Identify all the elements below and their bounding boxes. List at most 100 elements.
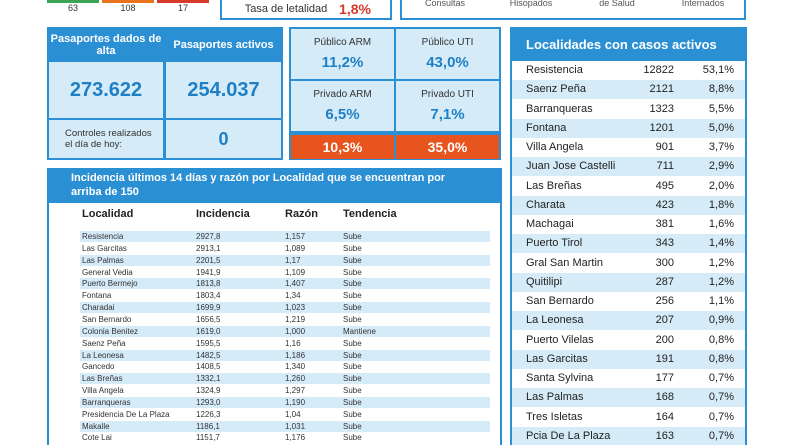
cell: 1201 [649, 121, 674, 134]
cell: Sube [343, 433, 362, 443]
cell: 1,4% [708, 237, 734, 250]
bed-label: Público UTI [421, 36, 474, 48]
cell: 1813,8 [196, 279, 221, 289]
cell: Colonia Benitez [82, 326, 139, 336]
cell: Saenz Peña [82, 338, 126, 348]
cell: 53,1% [702, 64, 734, 76]
cell: 0,7% [708, 372, 734, 384]
cell: Barranqueras [82, 397, 131, 407]
cell: Sube [343, 279, 362, 289]
cell: 0,7% [708, 410, 734, 423]
cell: 1,2% [708, 256, 734, 269]
cell: Quitilipi [526, 275, 563, 288]
cell: 1408,5 [196, 362, 221, 372]
cell: 0,9% [708, 314, 734, 327]
cell: Las Breñas [82, 374, 123, 384]
cell: 1619,0 [196, 326, 221, 336]
row-band [80, 373, 490, 385]
cell: 1,089 [285, 243, 306, 253]
cell: 164 [655, 410, 674, 423]
cell: 191 [655, 352, 674, 365]
cell: 5,5% [708, 102, 734, 115]
cell: 1,6% [708, 218, 734, 230]
stats-box [400, 0, 746, 20]
cell: Sube [343, 397, 362, 407]
cell: Las Palmas [526, 391, 584, 404]
cell: 0,7% [708, 391, 734, 404]
stat-label: Internados [681, 0, 725, 8]
cell: 1,2% [708, 275, 734, 288]
bed-cell [291, 29, 394, 79]
cell: 163 [655, 429, 674, 442]
cell: Resistencia [526, 64, 583, 76]
cell: Sube [343, 291, 362, 301]
cell: Machagai [526, 218, 574, 230]
cell: Makalle [82, 421, 110, 431]
count-color [102, 0, 154, 3]
cell: 2927,8 [196, 232, 221, 241]
cell: La Leonesa [526, 314, 584, 327]
cell: Villa Angela [82, 386, 124, 396]
cell: Saenz Peña [526, 83, 586, 96]
cell: Sube [343, 421, 362, 431]
cell: 3,7% [708, 141, 734, 153]
cell: Villa Angela [526, 141, 584, 153]
row-band [80, 396, 490, 408]
cell: Sube [343, 232, 362, 241]
row-band [512, 157, 745, 177]
cell: 1,17 [285, 255, 301, 265]
cell: 300 [655, 256, 674, 269]
cell: Sube [343, 243, 362, 253]
bed-total: 35,0% [396, 135, 499, 159]
cell: 1323 [649, 102, 674, 115]
row-band [512, 426, 745, 445]
cell: Fontana [82, 291, 112, 301]
cell: 256 [655, 295, 674, 307]
row-band [80, 231, 490, 242]
cell: Puerto Tirol [526, 237, 583, 250]
column-header: Tendencia [343, 208, 397, 220]
cell: 495 [655, 179, 674, 192]
cell: 1,109 [285, 267, 306, 277]
cell: Barranqueras [526, 102, 593, 115]
cell: Cote Lai [82, 433, 112, 443]
cell: 1,186 [285, 350, 306, 360]
cell: Fontana [526, 121, 567, 134]
cell: 1,34 [285, 291, 301, 301]
row-band [80, 325, 490, 337]
cell: 287 [655, 275, 674, 288]
cell: 2,0% [708, 179, 734, 192]
bed-value: 6,5% [325, 105, 360, 123]
cell: Gancedo [82, 362, 115, 372]
cell: 1941,9 [196, 267, 221, 277]
cell: Las Breñas [526, 179, 582, 192]
bed-cell [396, 29, 499, 79]
cell: 177 [655, 372, 674, 384]
cell: 1,16 [285, 338, 301, 348]
row-band [512, 272, 745, 292]
cell: 1,219 [285, 314, 306, 324]
cell: 207 [655, 314, 674, 327]
cell: 1,1% [708, 295, 734, 307]
cell: 423 [655, 198, 674, 211]
row-band [80, 349, 490, 361]
bed-label: Privado UTI [421, 88, 474, 100]
cell: 1803,4 [196, 291, 221, 301]
cell: 1,8% [708, 198, 734, 211]
cell: 1151,7 [196, 433, 220, 443]
cell: 711 [656, 160, 674, 173]
bed-cell [396, 81, 499, 131]
cell: Gral San Martin [526, 256, 604, 269]
cell: 1186,1 [196, 421, 220, 431]
bed-label: Público ARM [313, 36, 372, 48]
cell: Santa Sylvina [526, 372, 594, 384]
cell: Las Garcitas [526, 352, 588, 365]
cell: Mantiene [343, 326, 376, 336]
bed-label: Privado ARM [313, 88, 372, 100]
row-band [80, 254, 490, 266]
cell: 1,031 [285, 421, 306, 431]
cell: 1,157 [285, 232, 306, 241]
stat-label: de Salud [599, 0, 635, 8]
cell: 1226,3 [196, 409, 221, 419]
